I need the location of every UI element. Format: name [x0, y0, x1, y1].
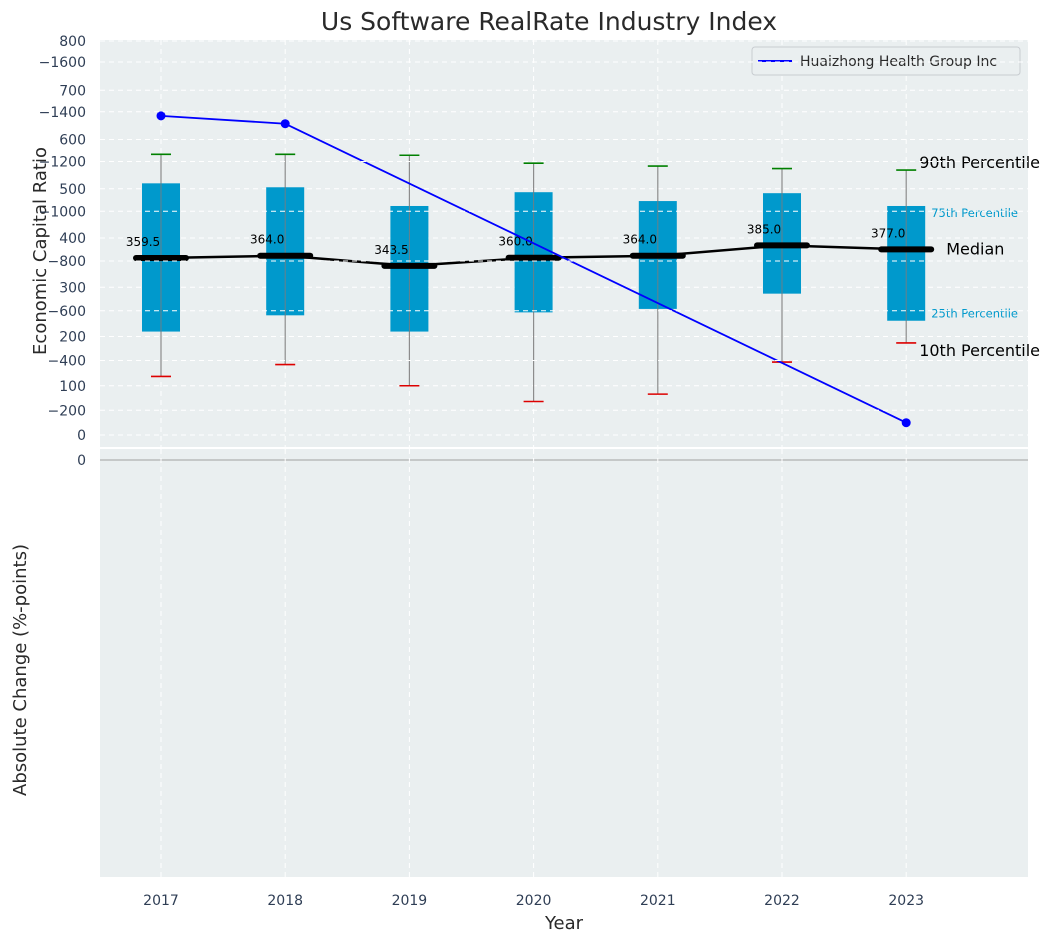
- bottom-y-tick-label: 0: [77, 453, 86, 469]
- median-value-label: 364.0: [623, 233, 657, 247]
- box-2023: [887, 169, 926, 344]
- top-y-tick-label: 300: [59, 280, 86, 296]
- top-y-tick-label: 800: [59, 34, 86, 50]
- bottom-y-axis-label: Absolute Change (%-points): [10, 544, 31, 796]
- x-tick-label: 2017: [143, 893, 179, 909]
- bottom-y-tick-label: −1600: [39, 55, 86, 71]
- bottom-panel-background: [100, 449, 1028, 877]
- median-value-label: 359.5: [126, 235, 160, 249]
- x-tick-label: 2021: [640, 893, 676, 909]
- x-tick-label: 2018: [267, 893, 303, 909]
- x-tick-label: 2020: [516, 893, 552, 909]
- top-panel-background: [100, 40, 1028, 447]
- top-y-tick-label: 400: [59, 231, 86, 247]
- median-annotation: Median: [946, 239, 1004, 258]
- company-point: [280, 119, 290, 129]
- median-value-label: 360.0: [498, 235, 532, 249]
- x-tick-label: 2022: [764, 893, 800, 909]
- bottom-y-tick-label: −600: [48, 304, 86, 320]
- bottom-y-tick-label: −400: [48, 354, 86, 370]
- bottom-y-tick-label: −1200: [39, 155, 86, 171]
- box-2018: [266, 153, 305, 366]
- bottom-y-tick-label: −1400: [39, 105, 86, 121]
- chart-title: Us Software RealRate Industry Index: [321, 7, 777, 36]
- median-value-label: 385.0: [747, 222, 781, 236]
- legend-box: [751, 46, 1021, 76]
- top-y-tick-label: 500: [59, 182, 86, 198]
- legend-label: Huaizhong Health Group Inc: [800, 54, 997, 70]
- p10-annotation: 10th Percentile: [919, 341, 1040, 360]
- median-series: 359.5 364.0 343.5 360.0 364.0 385.0 377.0: [126, 222, 935, 269]
- median-value-label: 343.5: [374, 243, 408, 257]
- bottom-gridlines: [100, 61, 1028, 877]
- percentile-annotations: 90th Percentile 75th Percentile Median 25th…: [919, 153, 1040, 360]
- top-y-tick-label: 0: [77, 428, 86, 444]
- top-y-axis-label: Economic Capital Ratio: [30, 147, 51, 355]
- median-value-label: 364.0: [250, 233, 284, 247]
- bottom-y-tick-label: −800: [48, 254, 86, 270]
- top-y-tick-label: 100: [59, 379, 86, 395]
- median-value-label: 377.0: [871, 226, 905, 240]
- box-2020: [514, 162, 553, 403]
- p75-annotation: 75th Percentile: [931, 206, 1018, 220]
- top-y-tick-label: 600: [59, 133, 86, 149]
- p25-annotation: 25th Percentile: [931, 307, 1018, 321]
- company-point: [901, 418, 911, 428]
- top-y-tick-label: 200: [59, 330, 86, 346]
- top-y-tick-label: 700: [59, 83, 86, 99]
- bottom-y-tick-label: −1000: [39, 204, 86, 220]
- x-tick-label: 2023: [888, 893, 924, 909]
- legend: Huaizhong Health Group Inc: [751, 46, 1021, 76]
- x-axis-label: Year: [544, 913, 584, 934]
- p90-annotation: 90th Percentile: [919, 153, 1040, 172]
- top-gridlines: [100, 40, 1028, 447]
- company-series: [156, 111, 911, 428]
- x-ticks: 2017 2018 2019 2020 2021 2022 2023: [143, 893, 924, 909]
- company-point: [156, 111, 166, 121]
- top-y-ticks: 0 100 200 300 400 500 600 700 800: [59, 34, 86, 444]
- bottom-y-ticks: 0 −200 −400 −600 −800 −1000 −1200 −1400 −1600: [39, 55, 86, 469]
- bottom-y-tick-label: −200: [48, 403, 86, 419]
- x-tick-label: 2019: [392, 893, 428, 909]
